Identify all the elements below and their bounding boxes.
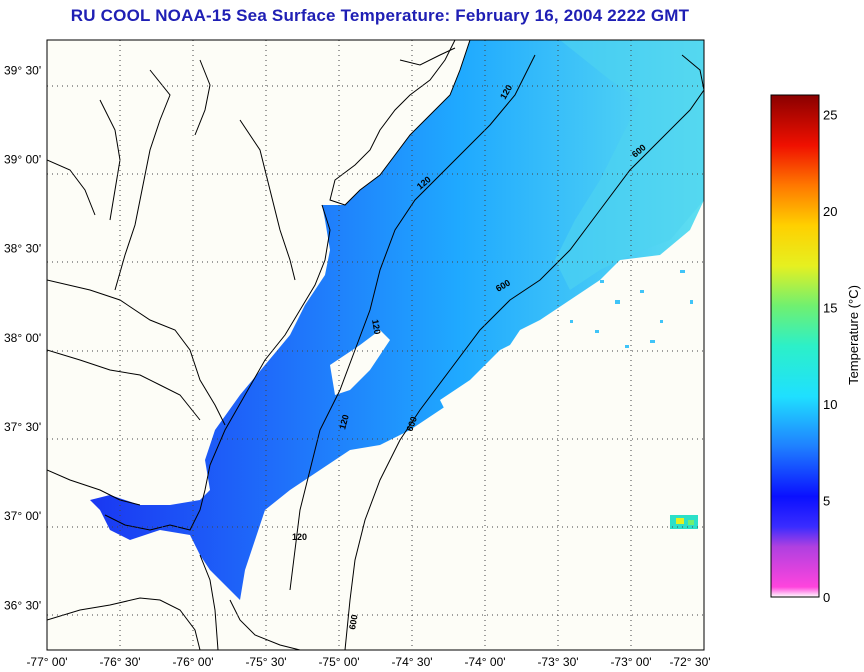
- colorbar-tick-label: 20: [823, 204, 837, 219]
- colorbar-tick-label: 10: [823, 397, 837, 412]
- y-tick-label: 37° 00': [4, 509, 41, 523]
- colorbar-tick-label: 25: [823, 107, 837, 122]
- y-tick-label: 39° 30': [4, 63, 41, 77]
- isobath-label-7: 600: [404, 415, 419, 433]
- x-tick-label: -72° 30': [669, 655, 710, 669]
- x-tick-label: -75° 30': [245, 655, 286, 669]
- graticule: [47, 40, 704, 650]
- isobath-120: [289, 54, 536, 591]
- cloud-gap-1: [330, 330, 390, 395]
- y-tick-label: 38° 30': [4, 242, 41, 256]
- plot-frame: [46, 39, 705, 651]
- x-tick-label: -74° 30': [391, 655, 432, 669]
- y-tick-label: 37° 30': [4, 420, 41, 434]
- colorbar-tick-label: 15: [823, 300, 837, 315]
- coastline: [47, 40, 704, 650]
- isobath-label-9: 120: [292, 532, 307, 542]
- y-tick-label: 36° 30': [4, 598, 41, 612]
- x-tick-label: -73° 00': [610, 655, 651, 669]
- colorbar-tick-label: 5: [823, 493, 830, 508]
- y-tick-label: 39° 00': [4, 153, 41, 167]
- sst-swath: [90, 40, 704, 600]
- x-tick-label: -76° 30': [99, 655, 140, 669]
- colorbar-tick-label: 0: [823, 590, 830, 605]
- x-tick-label: -74° 00': [464, 655, 505, 669]
- isobath-label-8: 600: [347, 614, 359, 631]
- colorbar-label: Temperature (°C): [846, 285, 861, 385]
- x-tick-label: -77° 00': [26, 655, 67, 669]
- warm-band: [555, 40, 704, 290]
- x-tick-label: -73° 30': [537, 655, 578, 669]
- colorbar-ticks: 25 20 15 10 5 0: [823, 107, 837, 605]
- isobath-600: [344, 89, 704, 650]
- y-tick-label: 38° 00': [4, 331, 41, 345]
- x-axis-ticks: -77° 00' -76° 30' -76° 00' -75° 30' -75° 00'…: [26, 655, 710, 669]
- x-tick-label: -75° 00': [318, 655, 359, 669]
- x-tick-label: -76° 00': [172, 655, 213, 669]
- colorbar: [770, 94, 820, 598]
- chart-title: RU COOL NOAA-15 Sea Surface Temperature:…: [70, 6, 690, 25]
- isobath-label-3: 120: [370, 319, 382, 336]
- isobath-label-4: 120: [337, 413, 351, 430]
- warm-blob: [670, 515, 698, 529]
- scatter-pixels: [570, 270, 693, 348]
- y-axis-ticks: 39° 30' 39° 00' 38° 30' 38° 00' 37° 30' 37° 0…: [4, 63, 41, 612]
